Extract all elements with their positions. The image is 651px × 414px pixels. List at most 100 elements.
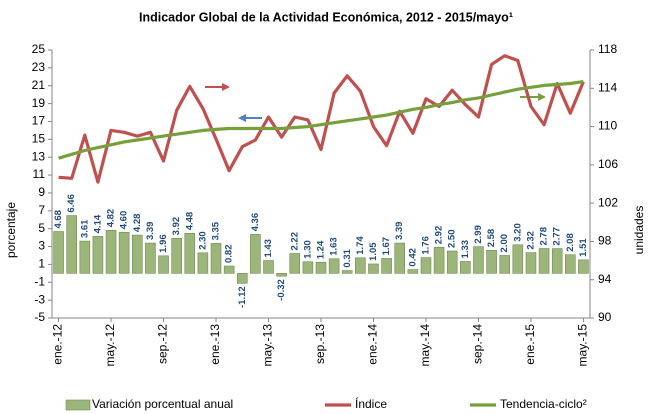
bar: [328, 258, 340, 274]
bar: [381, 258, 392, 274]
bar: [578, 259, 589, 274]
bar: [53, 231, 64, 274]
bar: [66, 215, 77, 274]
y-tick-label: 23: [32, 60, 46, 74]
bar: [158, 255, 169, 274]
x-tick-label: may.-15: [576, 324, 590, 367]
y2-tick-label: 106: [598, 157, 618, 171]
value-label: 1.30: [302, 240, 313, 259]
value-label: 4.14: [92, 214, 103, 233]
bar: [538, 248, 550, 274]
line: [58, 54, 585, 184]
y-tick-label: 17: [32, 114, 46, 128]
bar: [394, 242, 406, 274]
bar: [250, 234, 261, 274]
value-label: 6.46: [66, 194, 77, 213]
value-label: 3.35: [211, 221, 222, 240]
arrowhead: [222, 83, 230, 91]
value-label: 2.32: [525, 231, 536, 250]
line: [58, 80, 584, 160]
bar: [565, 254, 576, 274]
y-tick-label: 9: [38, 185, 45, 199]
bar: [184, 233, 196, 274]
bar: [473, 246, 484, 274]
bar: [92, 236, 104, 274]
value-label: 1.76: [420, 236, 431, 255]
value-label: 2.50: [447, 230, 458, 249]
y-axis-title: porcentaje: [4, 202, 18, 258]
value-label: 1.51: [578, 238, 589, 257]
bar: [132, 234, 143, 274]
bar: [197, 252, 209, 274]
bar: [118, 231, 130, 274]
value-label: 2.99: [473, 225, 484, 244]
value-label: 0.82: [224, 245, 235, 264]
y-tick-label: 3: [38, 239, 45, 253]
bar: [236, 273, 248, 284]
bar: [276, 273, 287, 277]
y2-axis-title: unidades: [632, 206, 646, 255]
bar: [525, 252, 537, 274]
bar: [210, 243, 222, 274]
x-tick-label: may.-12: [103, 324, 117, 367]
bar: [433, 246, 445, 274]
bar: [79, 240, 91, 274]
annotation-arrows: [205, 83, 546, 122]
y-tick-label: 5: [38, 221, 45, 235]
bar: [407, 269, 419, 274]
x-tick-label: ene.-14: [366, 324, 380, 365]
y-tick-label: 1: [38, 257, 45, 271]
value-label: 1.63: [329, 237, 340, 256]
value-label: 2.00: [499, 234, 510, 253]
value-label: 2.78: [539, 227, 550, 246]
value-label: -0.32: [276, 279, 287, 301]
y2-tick-label: 102: [598, 195, 618, 209]
y-tick-label: 15: [32, 132, 46, 146]
bar: [223, 265, 235, 274]
value-label: 1.33: [460, 240, 471, 259]
bar: [355, 257, 366, 274]
value-label: 1.05: [368, 242, 379, 261]
value-label: 0.31: [342, 248, 353, 267]
legend-label: Tendencia-ciclo²: [500, 397, 587, 411]
y-tick-label: -3: [34, 292, 45, 306]
value-label: 4.28: [132, 214, 143, 233]
legend-swatch: [65, 399, 91, 411]
value-label: 1.24: [316, 240, 327, 259]
chart-title: Indicador Global de la Actividad Económi…: [139, 10, 513, 24]
bar: [420, 257, 432, 274]
x-tick-label: may.-14: [418, 324, 432, 367]
value-label: 1.74: [355, 236, 366, 255]
value-label: 4.68: [53, 210, 64, 229]
y2-tick-label: 98: [598, 234, 612, 248]
value-label: 3.39: [394, 222, 405, 241]
y-tick-label: 7: [38, 203, 45, 217]
value-label: 1.43: [263, 239, 274, 258]
value-label: 4.82: [106, 209, 117, 228]
legend-label: Variación porcentual anual: [92, 397, 233, 411]
value-label: 1.96: [158, 234, 169, 253]
x-tick-label: sep.-12: [156, 324, 170, 364]
bar: [289, 253, 301, 274]
y-tick-label: 25: [32, 42, 46, 56]
value-label: 2.08: [565, 233, 576, 252]
y2-tick-label: 118: [598, 42, 617, 56]
y2-tick-label: 90: [598, 310, 612, 324]
bar: [105, 229, 117, 274]
y2-tick-label: 110: [598, 119, 617, 133]
value-label: 4.60: [119, 211, 130, 230]
y-tick-label: 21: [32, 78, 46, 92]
value-label: 4.48: [184, 212, 195, 231]
value-label: 2.77: [552, 227, 563, 246]
bar: [315, 261, 327, 274]
x-tick-label: may.-13: [261, 324, 275, 367]
x-tick-label: ene.-15: [523, 324, 537, 365]
y-tick-label: 19: [32, 96, 46, 110]
value-label: 3.92: [171, 217, 182, 236]
bar: [145, 242, 156, 274]
y2-tick-label: 114: [598, 80, 617, 94]
x-tick-label: ene.-13: [208, 324, 222, 365]
y-tick-label: 13: [32, 149, 46, 163]
arrowhead: [238, 114, 246, 122]
x-tick-label: sep.-13: [313, 324, 327, 364]
